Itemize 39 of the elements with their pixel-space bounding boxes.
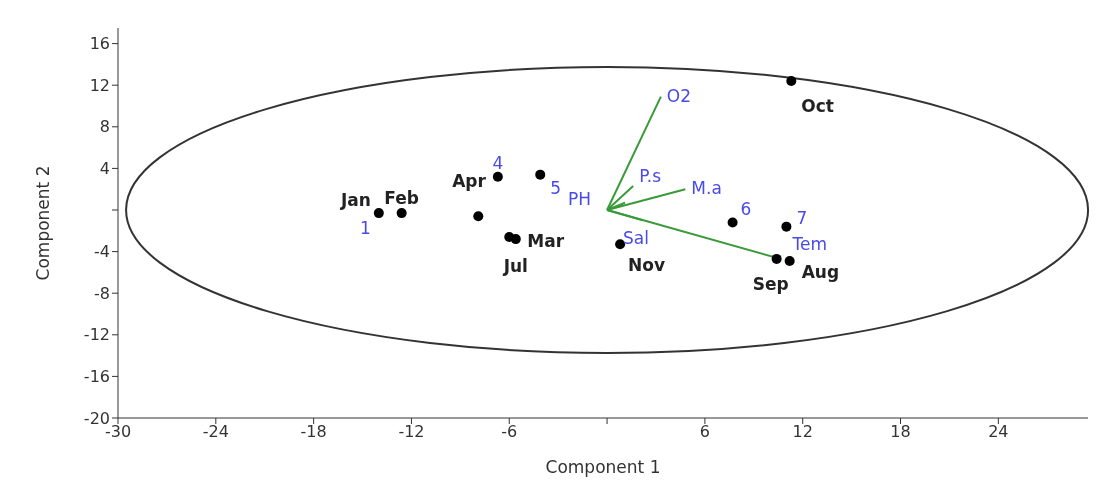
y-tick-label: -12 (83, 325, 110, 345)
x-tick-label: 24 (988, 422, 1009, 442)
annotation: Nov (628, 255, 666, 276)
annotation: Feb (384, 188, 419, 209)
annotation: Mar (527, 231, 565, 252)
series-label: PH (567, 188, 592, 209)
annotation: Jul (502, 256, 528, 277)
series-label: Tem (791, 233, 828, 254)
x-tick-label: -24 (202, 422, 229, 442)
annotation: Aug (801, 261, 840, 282)
y-tick-label: -8 (94, 283, 110, 303)
series-label: P.s (639, 166, 662, 187)
y-tick-label: -20 (83, 408, 110, 428)
x-tick-label: 6 (699, 422, 710, 442)
x-tick-label: -18 (300, 422, 327, 442)
annotation: 1 (360, 218, 371, 239)
y-axis-title: Component 2 (33, 165, 54, 281)
x-tick-label: -12 (398, 422, 425, 442)
annotation: 4 (492, 152, 504, 173)
y-tick-label: 12 (89, 75, 110, 95)
y-tick-label: 8 (99, 117, 110, 137)
x-tick-label: 18 (890, 422, 911, 442)
annotation: Sep (752, 273, 789, 294)
annotation: Apr (452, 170, 487, 191)
y-tick-label: 16 (89, 34, 110, 54)
annotation: 5 (550, 177, 562, 198)
y-tick-label: -16 (83, 367, 110, 387)
annotation: 7 (796, 207, 808, 228)
annotation: Oct (801, 96, 834, 117)
annotation: Jan (339, 190, 371, 211)
y-tick-label: 4 (99, 159, 110, 179)
series-label: Sal (622, 228, 649, 249)
x-tick-label: -6 (501, 422, 518, 442)
x-tick-label: 12 (792, 422, 813, 442)
annotation: 6 (740, 199, 752, 220)
series-label: O2 (666, 85, 692, 106)
x-axis-title: Component 1 (545, 457, 661, 477)
y-tick-label: -4 (94, 242, 110, 262)
series-label: M.a (691, 178, 722, 199)
